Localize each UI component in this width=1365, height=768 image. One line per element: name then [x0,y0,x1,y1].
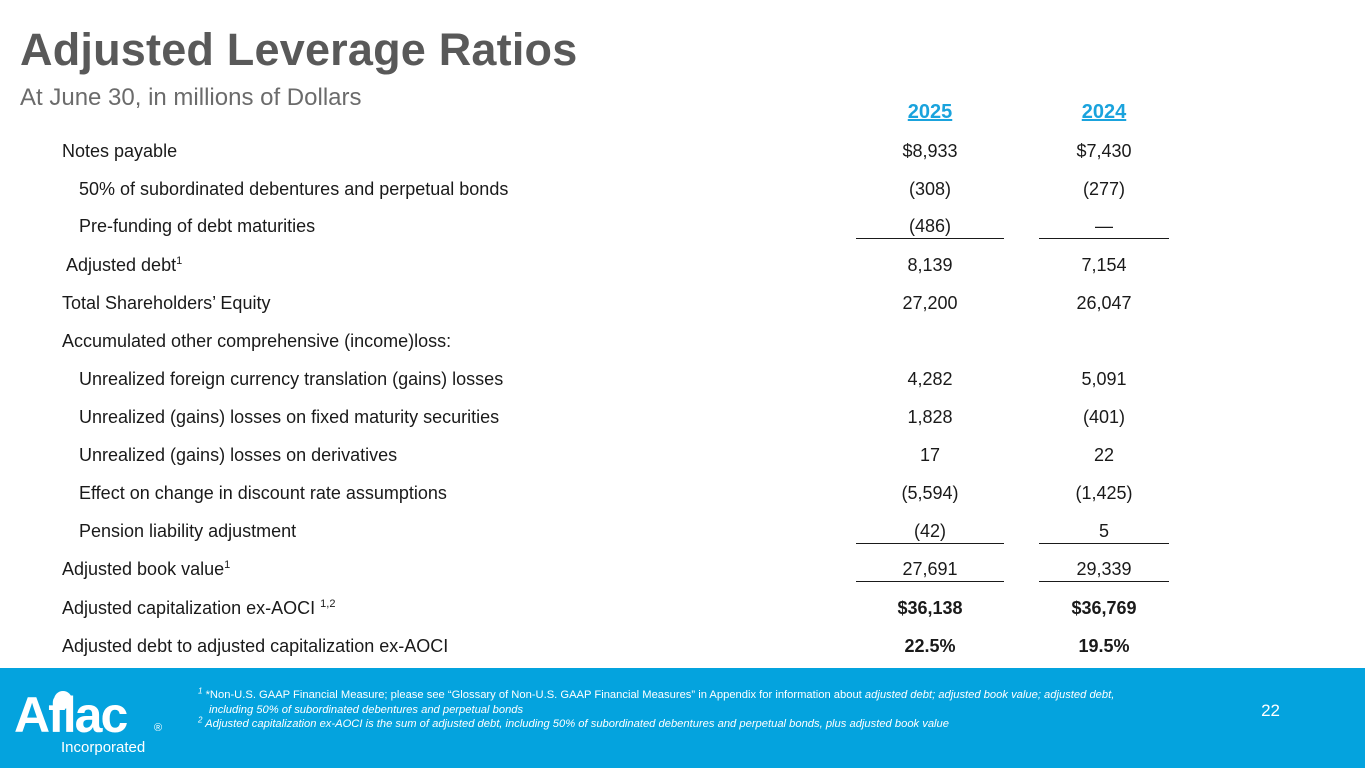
row-label: Notes payable [62,141,178,161]
value-2025: $8,933 [902,141,958,161]
footnote-1: 1 *Non-U.S. GAAP Financial Measure; plea… [198,686,1115,701]
brand-subtitle: Incorporated [61,739,145,756]
row-label: Effect on change in discount rate assump… [79,483,447,503]
value-2024: $36,769 [1071,598,1137,618]
value-2024: 5,091 [1081,369,1127,389]
table-row: Total Shareholders’ Equity 27,200 26,047 [0,284,1365,322]
table-row: Pension liability adjustment (42) 5 [0,512,1365,550]
value-2024: (1,425) [1075,483,1133,503]
page-subtitle: At June 30, in millions of Dollars [20,84,362,111]
row-label: Adjusted debt to adjusted capitalization… [62,636,449,656]
value-2025: 8,139 [907,255,953,275]
column-header-2025: 2025 [907,101,953,123]
column-header-2024: 2024 [1081,101,1127,123]
subtotal-rule [1039,238,1169,239]
row-label: 50% of subordinated debentures and perpe… [79,179,509,199]
row-label: Unrealized (gains) losses on derivatives [79,445,398,465]
row-label: Pre-funding of debt maturities [79,216,316,236]
row-label: Unrealized (gains) losses on fixed matur… [79,407,500,427]
subtotal-rule [1039,581,1169,582]
row-label: Adjusted book value1 [62,559,231,579]
row-label: Pension liability adjustment [79,521,297,541]
value-2025 [856,322,1004,360]
value-2024: 29,339 [1076,559,1132,579]
table-row: Adjusted debt1 8,139 7,154 [0,246,1365,284]
table-row: Notes payable $8,933 $7,430 [0,132,1365,170]
table-row: Unrealized foreign currency translation … [0,360,1365,398]
value-2024: (277) [1082,179,1126,199]
table-row: Unrealized (gains) losses on fixed matur… [0,398,1365,436]
duck-icon [54,691,72,709]
table-row: Effect on change in discount rate assump… [0,474,1365,512]
value-2025: $36,138 [897,598,963,618]
footnote-1-continued: including 50% of subordinated debentures… [209,703,524,716]
table-row: Pre-funding of debt maturities (486) — [0,207,1365,245]
value-2025: (5,594) [901,483,959,503]
value-2025: 27,200 [902,293,958,313]
value-2025: 4,282 [907,369,953,389]
value-2024: 5 [1098,521,1109,541]
table-row: Unrealized (gains) losses on derivatives… [0,436,1365,474]
page-number: 22 [1261,701,1280,720]
value-2024: 22 [1093,445,1115,465]
subtotal-rule [856,543,1004,544]
value-2025: (308) [908,179,952,199]
footnote-2: 2 Adjusted capitalization ex-AOCI is the… [198,715,949,730]
value-2025: (486) [908,216,952,236]
value-2024: (401) [1082,407,1126,427]
table-row: 50% of subordinated debentures and perpe… [0,170,1365,208]
value-2024 [1039,322,1169,360]
aflac-logo: Aflac ® Incorporated [14,687,162,756]
subtotal-rule [1039,543,1169,544]
row-label: Accumulated other comprehensive (income)… [62,331,452,351]
footnote-marker: 1,2 [320,598,336,610]
footnote-marker: 1 [224,559,231,571]
value-2025: 27,691 [902,559,958,579]
footnote-marker: 1 [176,255,183,267]
row-label: Unrealized foreign currency translation … [79,369,504,389]
footer-bar: Aflac ® Incorporated 1 *Non-U.S. GAAP Fi… [0,668,1365,768]
value-2024: $7,430 [1076,141,1132,161]
registered-mark: ® [154,722,162,734]
value-2025: 17 [919,445,941,465]
table-row: Adjusted capitalization ex-AOCI 1,2 $36,… [0,589,1365,627]
subtotal-rule [856,581,1004,582]
row-label: Total Shareholders’ Equity [62,293,271,313]
page-title: Adjusted Leverage Ratios [20,24,578,75]
table-row: Accumulated other comprehensive (income)… [0,322,1365,360]
table-row: Adjusted book value1 27,691 29,339 [0,550,1365,588]
value-2024: 19.5% [1078,636,1130,656]
value-2024: 26,047 [1076,293,1132,313]
footnotes: 1 *Non-U.S. GAAP Financial Measure; plea… [198,686,1258,732]
row-label: Adjusted debt1 [66,255,183,275]
brand-name: Aflac [14,687,127,743]
value-2024: — [1095,216,1113,236]
row-label: Adjusted capitalization ex-AOCI 1,2 [62,598,336,618]
table-row: Adjusted debt to adjusted capitalization… [0,627,1365,665]
value-2025: 1,828 [907,407,953,427]
value-2025: 22.5% [904,636,956,656]
value-2024: 7,154 [1081,255,1127,275]
subtotal-rule [856,238,1004,239]
value-2025: (42) [913,521,946,541]
